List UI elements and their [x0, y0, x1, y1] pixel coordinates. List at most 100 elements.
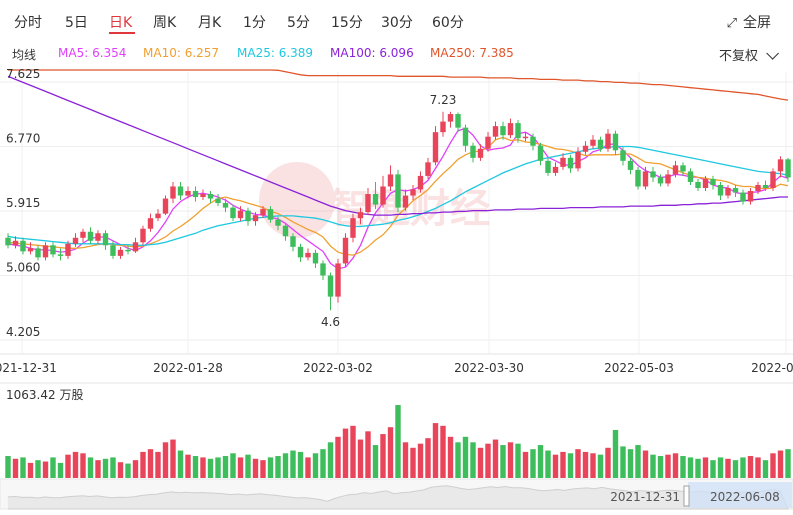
candle-body: [282, 225, 289, 237]
volume-bar: [537, 445, 544, 478]
price-tick-label: 5.060: [6, 261, 40, 275]
candle-body: [27, 248, 34, 252]
navigator-end-date: 2022-06-08: [710, 490, 780, 504]
tab-day-k[interactable]: 日K: [109, 15, 133, 31]
price-tick-label: 6.770: [6, 132, 40, 146]
volume-bar: [665, 454, 671, 478]
ma250-legend: MA250: 7.385: [430, 46, 514, 60]
candle-body: [335, 263, 341, 297]
volume-bar: [740, 457, 746, 478]
candle-body: [372, 194, 379, 205]
tab-month-k[interactable]: 月K: [198, 15, 222, 31]
candle-body: [740, 192, 746, 202]
tab-1min[interactable]: 1分: [243, 15, 266, 31]
volume-bar: [530, 449, 536, 478]
navigator-area: [7, 485, 789, 510]
volume-bar: [395, 405, 401, 478]
candle-body: [290, 236, 296, 247]
ma-title: 均线: [12, 48, 37, 62]
candle-body: [755, 184, 761, 192]
volume-bar: [710, 460, 716, 478]
volume-bar: [552, 454, 559, 478]
tab-fenshi[interactable]: 分时: [14, 15, 42, 31]
volume-bar: [470, 442, 476, 478]
candle-body: [642, 171, 649, 187]
candle-body: [12, 240, 19, 246]
volume-bar: [65, 454, 71, 478]
volume-bar: [50, 457, 56, 478]
candle-body: [395, 174, 401, 208]
tab-30min[interactable]: 30分: [381, 15, 413, 31]
fullscreen-button[interactable]: ⤢ 全屏: [727, 12, 771, 32]
volume-bar: [245, 454, 251, 478]
candle-body: [672, 165, 679, 175]
volume-bar: [20, 457, 26, 478]
candle-body: [185, 191, 191, 196]
volume-bar: [335, 436, 341, 478]
candle-body: [20, 240, 26, 252]
volume-bar: [672, 453, 679, 478]
grid: [0, 72, 793, 355]
volume-bar: [762, 460, 769, 478]
tab-60min[interactable]: 60分: [432, 15, 464, 31]
tab-5min[interactable]: 5分: [287, 15, 310, 31]
ma5-value: 6.354: [92, 46, 127, 60]
period-tab-bar: 分时 5日 日K 周K 月K 1分 5分 15分 30分 60分 ⤢ 全屏: [0, 0, 793, 40]
volume-bar: [567, 453, 574, 478]
volume-bar: [545, 450, 551, 478]
candle-body: [305, 252, 311, 258]
candle-body: [597, 139, 604, 149]
volume-bar: [215, 457, 221, 478]
candle-body: [387, 174, 394, 187]
adjustment-dropdown[interactable]: 不复权: [718, 45, 779, 64]
candle-body: [725, 187, 731, 196]
adjustment-label: 不复权: [718, 49, 758, 64]
candle-body: [665, 174, 671, 184]
volume-bar: [522, 451, 529, 478]
volume-bar: [87, 457, 94, 478]
candle-body: [417, 175, 424, 190]
candle-body: [410, 189, 416, 196]
candle-body: [470, 145, 476, 158]
candle-body: [222, 203, 229, 208]
volume-bar: [575, 449, 581, 478]
candle-body: [95, 233, 101, 241]
annotations: 7.23 4.6: [321, 93, 456, 329]
volume-bar: [635, 445, 641, 478]
candle-body: [620, 150, 626, 161]
tab-week-k[interactable]: 周K: [153, 15, 177, 31]
volume-bar: [402, 442, 409, 478]
navigator[interactable]: 2021-12-31 2022-06-08: [0, 478, 793, 510]
volume-bar: [110, 457, 116, 478]
volume-bar: [237, 457, 244, 478]
volume-bar: [642, 450, 649, 478]
volume-bar: [27, 462, 34, 478]
ma10-legend: MA10: 6.257: [143, 46, 219, 60]
tab-15min[interactable]: 15分: [331, 15, 363, 31]
candle-body: [215, 198, 221, 204]
candle-body: [732, 187, 739, 193]
volume-bar: [717, 457, 724, 478]
candle-body: [350, 218, 356, 238]
candle-body: [357, 212, 364, 219]
navigator-start-date: 2021-12-31: [610, 490, 680, 504]
candle-body: [687, 171, 694, 182]
volume-bar: [777, 450, 784, 478]
volume-bar: [147, 449, 154, 478]
candle-body: [192, 191, 199, 198]
volume-bar: [425, 438, 431, 478]
candles: [5, 111, 791, 311]
tab-5day[interactable]: 5日: [65, 15, 88, 31]
volume-bar: [732, 460, 739, 478]
candle-body: [125, 249, 131, 252]
candle-body: [147, 218, 154, 229]
volume-bar: [252, 458, 259, 478]
candle-body: [785, 159, 791, 178]
candle-body: [50, 245, 56, 255]
candle-body: [87, 231, 94, 241]
candle-body: [522, 136, 529, 139]
volume-bar: [5, 456, 11, 478]
volume-bar: [680, 456, 686, 478]
watermark-circle: [259, 162, 335, 238]
